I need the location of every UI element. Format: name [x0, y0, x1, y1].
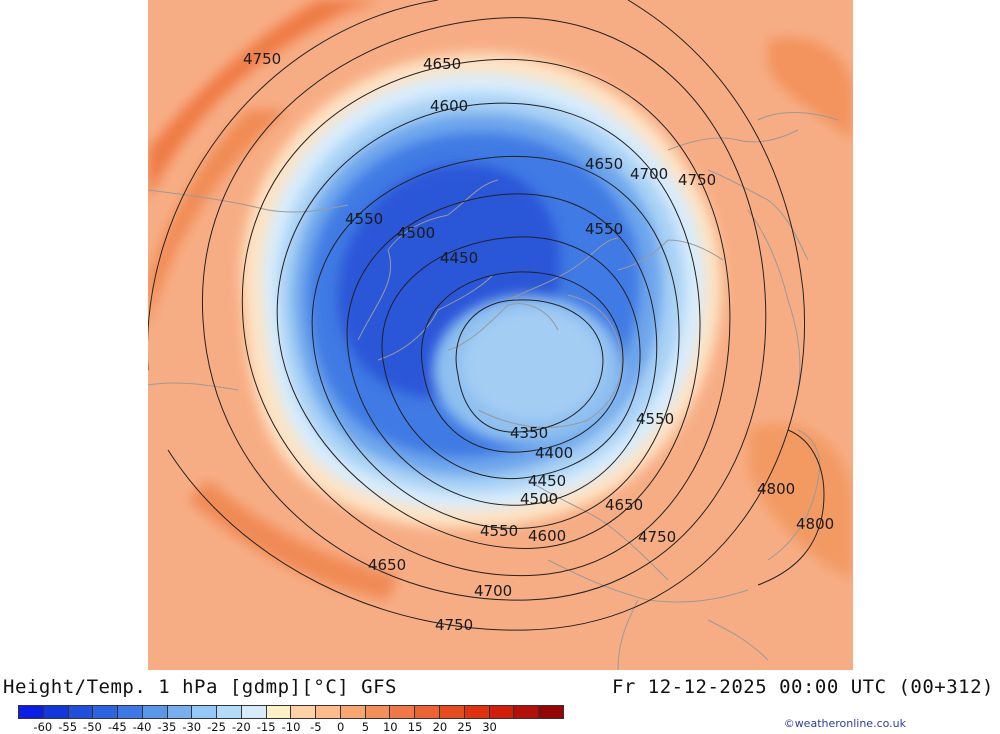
- color-legend-swatch: [43, 706, 69, 718]
- contour-label: 4400: [535, 444, 573, 462]
- color-legend-swatch: [291, 706, 317, 718]
- source-credit: ©weatheronline.co.uk: [783, 717, 906, 730]
- color-legend-tick-label: 15: [407, 720, 423, 734]
- color-legend-tick-label: -55: [58, 720, 78, 734]
- contour-label: 4650: [368, 556, 406, 574]
- weather-map: 4750 4650 4600 4650 4700 4750 4550 4500 …: [148, 0, 853, 670]
- color-legend-swatch: [440, 706, 465, 718]
- contour-label: 4750: [435, 616, 473, 634]
- contour-label: 4750: [638, 528, 676, 546]
- contour-label: 4750: [243, 50, 281, 68]
- color-legend-tick-label: -10: [281, 720, 301, 734]
- color-legend-swatch: [340, 706, 366, 718]
- color-legend-tick-label: -35: [157, 720, 177, 734]
- contour-4600: [276, 102, 701, 549]
- color-legend-swatch: [217, 706, 242, 718]
- contour-4650: [241, 58, 731, 577]
- contour-4750: [148, 0, 805, 631]
- color-legend-tick-label: -45: [107, 720, 127, 734]
- contour-4550: [311, 155, 680, 529]
- map-title: Height/Temp. 1 hPa [gdmp][°C] GFS: [3, 676, 397, 698]
- color-legend-tick-label: -50: [83, 720, 102, 734]
- color-legend-swatch: [167, 706, 193, 718]
- contour-label: 4550: [480, 522, 518, 540]
- color-legend-swatch: [68, 706, 94, 718]
- warm-band-northwest: [148, 0, 383, 200]
- contour-label: 4600: [430, 97, 468, 115]
- color-legend-tick-label: -30: [182, 720, 202, 734]
- color-legend-swatch: [489, 706, 515, 718]
- coastlines: [148, 112, 839, 670]
- color-legend-tick-label: -40: [132, 720, 152, 734]
- color-legend-ticks: -60 -55 -50 -45 -40 -35 -30 -25 -20 -15 -10 -5 0 5 10 1…: [18, 720, 564, 734]
- color-legend-swatch: [241, 706, 267, 718]
- height-contours: [148, 0, 825, 631]
- contour-label: 4450: [528, 472, 566, 490]
- color-legend-swatch: [539, 706, 563, 718]
- contour-label: 4650: [605, 496, 643, 514]
- contour-label: 4700: [474, 582, 512, 600]
- color-legend-swatch: [464, 706, 490, 718]
- contour-label: 4550: [636, 410, 674, 428]
- contour-label: 4700: [630, 165, 668, 183]
- contour-label: 4600: [528, 527, 566, 545]
- contour-label: 4550: [585, 220, 623, 238]
- warm-band-southwest: [188, 480, 398, 600]
- color-legend-swatch: [142, 706, 168, 718]
- color-legend-tick-label: -25: [207, 720, 226, 734]
- contour-labels: 4750 4650 4600 4650 4700 4750 4550 4500 …: [243, 50, 834, 634]
- color-legend-tick-label: -60: [33, 720, 53, 734]
- contour-label: 4350: [510, 424, 548, 442]
- color-legend-swatch: [514, 706, 540, 718]
- color-legend-swatch: [19, 706, 44, 718]
- contour-label: 4750: [678, 171, 716, 189]
- contour-label: 4500: [397, 224, 435, 242]
- contour-label: 4450: [440, 249, 478, 267]
- contour-label: 4550: [345, 210, 383, 228]
- color-legend-tick-label: 5: [361, 720, 370, 734]
- warm-blob-east: [748, 423, 853, 580]
- contour-4700: [201, 17, 767, 601]
- color-legend-swatch: [118, 706, 143, 718]
- color-legend-tick-label: 0: [336, 720, 345, 734]
- warm-blob-northeast: [768, 37, 853, 140]
- color-legend-swatch: [365, 706, 391, 718]
- contour-label: 4800: [796, 515, 834, 533]
- color-legend-tick-label: -5: [310, 720, 322, 734]
- map-canvas: 4750 4650 4600 4650 4700 4750 4550 4500 …: [148, 0, 853, 670]
- color-legend-swatch: [93, 706, 119, 718]
- contour-4350: [455, 299, 604, 433]
- color-legend-tick-label: 20: [432, 720, 448, 734]
- color-legend-swatch: [415, 706, 441, 718]
- cold-core-east-lighter: [463, 310, 603, 420]
- color-legend-swatch: [192, 706, 218, 718]
- contour-4450: [381, 236, 641, 480]
- color-legend-tick-label: 25: [457, 720, 473, 734]
- color-legend-swatch: [316, 706, 341, 718]
- contour-label: 4800: [757, 480, 795, 498]
- contour-4500: [346, 193, 658, 506]
- color-legend-swatch: [390, 706, 416, 718]
- contour-label: 4500: [520, 490, 558, 508]
- forecast-time: Fr 12-12-2025 00:00 UTC (00+312): [611, 676, 994, 698]
- contour-4800: [757, 429, 825, 586]
- contour-label: 4650: [423, 55, 461, 73]
- contour-label: 4650: [585, 155, 623, 173]
- color-legend-swatch: [266, 706, 292, 718]
- color-legend-tick-label: -20: [231, 720, 251, 734]
- contour-4400: [421, 271, 624, 453]
- color-legend-tick-label: 10: [382, 720, 398, 734]
- color-legend-bar: [18, 705, 564, 719]
- color-legend-tick-label: -15: [256, 720, 276, 734]
- warm-band-west: [148, 110, 288, 330]
- color-legend-tick-label: 30: [482, 720, 497, 734]
